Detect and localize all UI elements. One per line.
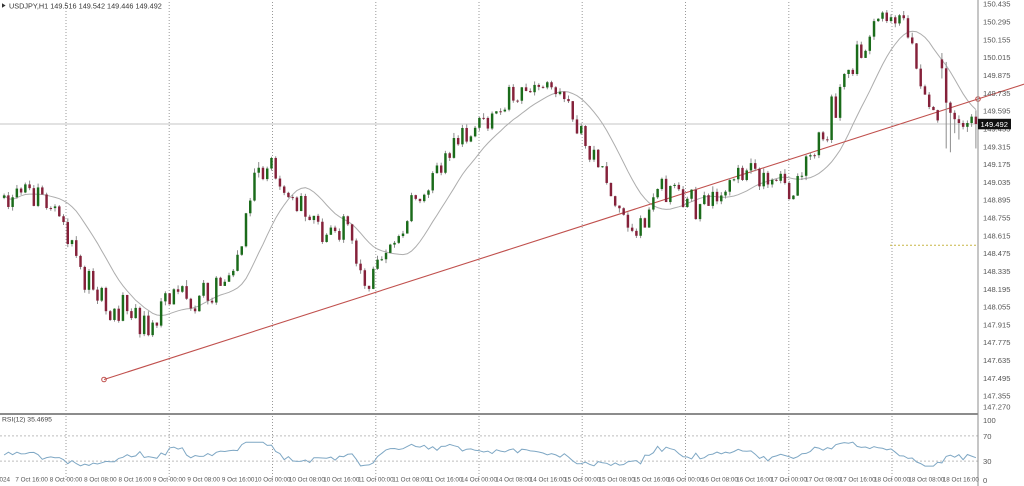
- svg-text:17 Oct 00:00: 17 Oct 00:00: [771, 477, 808, 484]
- svg-text:147.270: 147.270: [983, 403, 1010, 412]
- svg-text:148.615: 148.615: [983, 231, 1010, 240]
- svg-text:15 Oct 16:00: 15 Oct 16:00: [633, 477, 670, 484]
- svg-text:149.875: 149.875: [983, 71, 1010, 80]
- svg-text:15 Oct 00:00: 15 Oct 00:00: [564, 477, 601, 484]
- svg-text:149.595: 149.595: [983, 107, 1010, 116]
- svg-text:149.315: 149.315: [983, 142, 1010, 151]
- svg-text:Oct 2024: Oct 2024: [0, 477, 10, 484]
- svg-text:149.492: 149.492: [981, 120, 1008, 129]
- svg-text:147.635: 147.635: [983, 356, 1010, 365]
- svg-text:150.155: 150.155: [983, 35, 1010, 44]
- svg-text:14 Oct 16:00: 14 Oct 16:00: [530, 477, 567, 484]
- svg-text:149.035: 149.035: [983, 178, 1010, 187]
- svg-text:16 Oct 08:00: 16 Oct 08:00: [702, 477, 739, 484]
- svg-text:147.915: 147.915: [983, 320, 1010, 329]
- svg-text:16 Oct 00:00: 16 Oct 00:00: [667, 477, 704, 484]
- svg-text:149.175: 149.175: [983, 160, 1010, 169]
- svg-text:RSI(12) 35.4695: RSI(12) 35.4695: [2, 417, 52, 424]
- svg-text:8 Oct 16:00: 8 Oct 16:00: [119, 477, 152, 484]
- svg-text:10 Oct 00:00: 10 Oct 00:00: [254, 477, 291, 484]
- svg-text:11 Oct 00:00: 11 Oct 00:00: [358, 477, 394, 484]
- svg-text:150.295: 150.295: [983, 18, 1010, 27]
- svg-text:149.735: 149.735: [983, 89, 1010, 98]
- svg-text:100: 100: [983, 416, 996, 425]
- svg-text:8 Oct 08:00: 8 Oct 08:00: [84, 477, 117, 484]
- svg-text:11 Oct 16:00: 11 Oct 16:00: [427, 477, 463, 484]
- svg-text:14 Oct 00:00: 14 Oct 00:00: [461, 477, 498, 484]
- svg-text:18 Oct 08:00: 18 Oct 08:00: [908, 477, 945, 484]
- svg-text:10 Oct 16:00: 10 Oct 16:00: [323, 477, 360, 484]
- svg-text:148.475: 148.475: [983, 249, 1010, 258]
- svg-text:10 Oct 08:00: 10 Oct 08:00: [289, 477, 326, 484]
- svg-text:70: 70: [983, 432, 991, 441]
- svg-text:148.755: 148.755: [983, 214, 1010, 223]
- svg-text:17 Oct 08:00: 17 Oct 08:00: [805, 477, 842, 484]
- svg-text:18 Oct 16:00: 18 Oct 16:00: [943, 477, 980, 484]
- svg-text:17 Oct 16:00: 17 Oct 16:00: [840, 477, 877, 484]
- svg-text:7 Oct 16:00: 7 Oct 16:00: [15, 477, 48, 484]
- svg-text:30: 30: [983, 457, 991, 466]
- svg-text:USDJPY,H1 149.516 149.542 149: USDJPY,H1 149.516 149.542 149.446 149.49…: [9, 1, 162, 10]
- svg-text:148.895: 148.895: [983, 196, 1010, 205]
- svg-text:0: 0: [983, 476, 987, 485]
- svg-text:9 Oct 16:00: 9 Oct 16:00: [222, 477, 255, 484]
- svg-text:16 Oct 16:00: 16 Oct 16:00: [736, 477, 773, 484]
- svg-text:14 Oct 08:00: 14 Oct 08:00: [495, 477, 532, 484]
- svg-text:148.055: 148.055: [983, 303, 1010, 312]
- svg-text:148.195: 148.195: [983, 285, 1010, 294]
- svg-text:147.495: 147.495: [983, 374, 1010, 383]
- svg-text:8 Oct 00:00: 8 Oct 00:00: [50, 477, 83, 484]
- svg-text:148.335: 148.335: [983, 267, 1010, 276]
- svg-text:11 Oct 08:00: 11 Oct 08:00: [392, 477, 428, 484]
- svg-text:18 Oct 00:00: 18 Oct 00:00: [874, 477, 911, 484]
- svg-text:9 Oct 08:00: 9 Oct 08:00: [187, 477, 220, 484]
- svg-text:147.775: 147.775: [983, 338, 1010, 347]
- svg-text:147.355: 147.355: [983, 392, 1010, 401]
- svg-text:9 Oct 00:00: 9 Oct 00:00: [153, 477, 186, 484]
- svg-text:150.435: 150.435: [983, 0, 1010, 9]
- svg-text:150.015: 150.015: [983, 53, 1010, 62]
- svg-text:15 Oct 08:00: 15 Oct 08:00: [599, 477, 636, 484]
